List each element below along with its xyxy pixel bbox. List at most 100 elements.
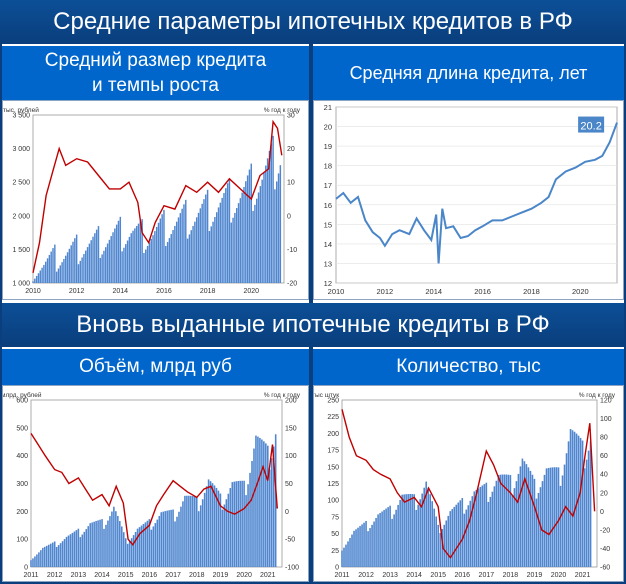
- bar: [119, 216, 122, 283]
- bar: [215, 212, 218, 283]
- left-tick-label: 125: [327, 481, 339, 488]
- growth-line: [30, 433, 278, 546]
- bar: [46, 258, 49, 283]
- bar: [109, 516, 111, 567]
- bar: [381, 511, 383, 567]
- bar: [34, 556, 36, 567]
- chart-avg-loan-term: 12 13 14 15 16 17 18 19 20 21 2010 2012 2014 2016 2018…: [313, 100, 624, 300]
- bar: [451, 509, 454, 567]
- left-tick-label: 2 500: [12, 180, 30, 187]
- bar: [51, 542, 54, 567]
- bar: [85, 529, 88, 567]
- bar: [140, 525, 143, 567]
- bar: [88, 243, 91, 283]
- chart-new-loan-count: тыс штук % год к году 0 25 50 75 100 125 150 175 2…: [312, 385, 624, 582]
- bar: [89, 523, 91, 567]
- bar: [531, 474, 534, 567]
- bar: [121, 251, 123, 283]
- bar: [113, 506, 115, 567]
- bar: [447, 515, 450, 567]
- bar: [162, 511, 164, 567]
- x-tick-label: 2014: [94, 572, 110, 579]
- x-tick-label: 2013: [71, 572, 87, 579]
- y-tick-label: 14: [324, 240, 332, 249]
- bar: [65, 536, 68, 567]
- right-tick-label: -50: [285, 537, 295, 544]
- bar: [212, 221, 214, 283]
- bar: [230, 222, 232, 283]
- vertical-divider-bottom: [309, 347, 313, 584]
- vertical-divider-top: [309, 44, 313, 303]
- y-tick-label: 13: [324, 259, 332, 268]
- bar: [166, 242, 169, 283]
- bar: [170, 509, 172, 567]
- bar: [45, 261, 47, 283]
- bar: [81, 534, 84, 567]
- bar: [34, 278, 36, 283]
- left-tick-label: 600: [16, 398, 28, 405]
- bar: [589, 441, 592, 567]
- right-tick-label: 10: [287, 180, 295, 187]
- bar: [108, 239, 111, 283]
- left-tick-label: 50: [331, 531, 339, 538]
- bar: [190, 230, 192, 283]
- bar: [197, 212, 200, 283]
- x-tick-label: 2018: [523, 287, 540, 296]
- bar: [43, 264, 45, 283]
- bar: [174, 521, 176, 567]
- bar: [36, 554, 38, 567]
- bar: [203, 199, 205, 283]
- bar: [252, 210, 254, 283]
- term-line: [335, 122, 618, 264]
- bar: [93, 521, 95, 567]
- bar: [117, 515, 119, 567]
- bar: [132, 535, 135, 567]
- left-tick-label: 0: [335, 565, 339, 572]
- bar: [270, 143, 272, 283]
- bar: [165, 246, 167, 283]
- bar: [65, 255, 67, 283]
- x-tick-label: 2020: [551, 572, 567, 579]
- bar: [99, 257, 102, 283]
- bar: [35, 275, 38, 283]
- bar: [32, 558, 34, 567]
- chart-new-loan-volume-svg: млрд. рублей% год к году0100200300400500…: [1, 391, 301, 579]
- panel-volume-header: Объём, млрд руб: [2, 349, 309, 385]
- bar: [274, 189, 276, 283]
- bar: [83, 254, 85, 283]
- bar: [87, 526, 90, 567]
- bar: [45, 545, 48, 567]
- bar: [137, 223, 140, 283]
- bar: [233, 481, 236, 567]
- bar: [579, 437, 582, 567]
- bar: [263, 441, 265, 567]
- y-tick-label: 12: [324, 279, 332, 288]
- bar: [357, 527, 359, 567]
- y-tick-label: 18: [324, 162, 332, 171]
- x-tick-label: 2021: [260, 572, 276, 579]
- bar: [125, 244, 127, 283]
- bar: [243, 186, 245, 283]
- bar: [44, 546, 46, 567]
- bar: [487, 501, 490, 567]
- bar: [192, 496, 194, 567]
- bar: [387, 507, 389, 567]
- bar: [59, 265, 62, 283]
- bar: [186, 238, 189, 283]
- left-axis-label: тыс штук: [314, 392, 339, 399]
- left-tick-label: 400: [16, 453, 28, 460]
- bar: [70, 245, 72, 283]
- bar: [489, 496, 492, 567]
- bar: [148, 242, 151, 283]
- bar: [511, 494, 514, 567]
- right-tick-label: 40: [600, 472, 608, 479]
- left-tick-label: 3 500: [12, 113, 30, 120]
- bar: [477, 488, 480, 567]
- bar: [172, 509, 174, 567]
- right-tick-label: 120: [600, 398, 612, 405]
- bar: [399, 499, 401, 567]
- right-tick-label: -10: [287, 247, 297, 254]
- bar: [103, 528, 105, 567]
- bar: [92, 236, 94, 283]
- right-tick-label: 0: [287, 213, 291, 220]
